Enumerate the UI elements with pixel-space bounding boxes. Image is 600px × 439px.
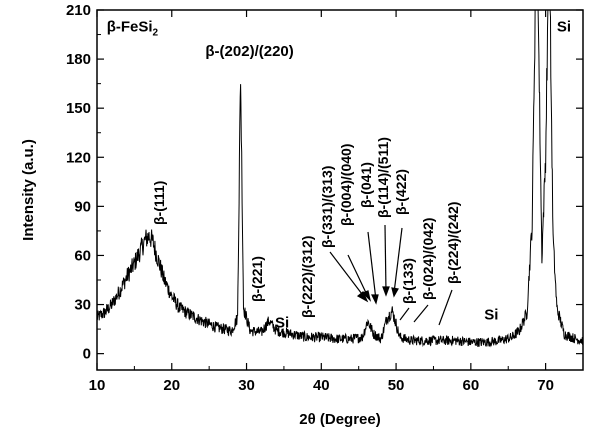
- y-axis-ticks: 0 30 60 90 120 150 180 210: [66, 2, 583, 363]
- annotation-0: β-FeSi2: [107, 18, 159, 38]
- y-tick-label-90: 90: [74, 198, 91, 215]
- series-line-xrd: [96, 9, 584, 348]
- plot-frame: [96, 9, 584, 371]
- y-axis-title: Intensity (a.u.): [20, 139, 37, 241]
- y-tick-label-120: 120: [66, 149, 91, 166]
- x-tick-label-10: 10: [89, 377, 106, 394]
- x-tick-label-50: 50: [388, 377, 405, 394]
- y-tick-label-0: 0: [83, 346, 91, 363]
- x-tick-label-70: 70: [537, 377, 554, 394]
- arrowhead-422: [391, 287, 399, 298]
- arrow-024-042: [413, 304, 429, 323]
- peak-label-041: β-(041): [358, 162, 374, 208]
- peak-label-224-242: β-(224)/(242): [445, 202, 461, 284]
- arrow-331-313: [329, 251, 366, 299]
- arrow-224-242: [438, 289, 453, 326]
- annotation-0-subscript: 2: [153, 27, 159, 38]
- peak-arrows: [329, 224, 453, 326]
- peak-label-222-312: β-(222)/(312): [299, 236, 315, 318]
- arrowhead-114-511: [382, 286, 390, 297]
- y-tick-label-60: 60: [74, 247, 91, 264]
- y-tick-label-30: 30: [74, 297, 91, 314]
- y-tick-label-150: 150: [66, 100, 91, 117]
- arrow-422: [393, 227, 403, 294]
- peak-label-114-511: β-(114)/(511): [375, 137, 391, 218]
- peak-label-111: β-(111): [151, 181, 167, 225]
- peak-label-004-040: β-(004)/(040): [338, 144, 354, 226]
- x-tick-label-20: 20: [163, 377, 180, 394]
- y-tick-label-180: 180: [66, 51, 91, 68]
- arrow-114-511: [384, 224, 387, 293]
- arrow-004-040: [347, 254, 369, 298]
- arrowhead-041: [371, 294, 379, 305]
- annotations: β-FeSi2 β-(202)/(220) Si Si Si: [107, 18, 571, 331]
- peak-label-422: β-(422): [393, 169, 409, 215]
- arrowhead-004-040: [361, 290, 372, 302]
- annotation-1: β-(202)/(220): [205, 43, 293, 60]
- x-tick-label-60: 60: [463, 377, 480, 394]
- peak-label-024-042: β-(024)/(042): [420, 218, 436, 300]
- annotation-4: Si: [275, 314, 289, 331]
- peak-label-331-313: β-(331)/(313): [319, 166, 335, 248]
- peak-label-133: β-(133): [400, 258, 416, 304]
- x-tick-label-30: 30: [238, 377, 255, 394]
- x-axis-title: 2θ (Degree): [299, 411, 380, 428]
- y-tick-label-210: 210: [66, 2, 91, 19]
- arrowhead-331-313: [356, 291, 369, 303]
- x-tick-label-40: 40: [313, 377, 330, 394]
- annotation-3: Si: [484, 306, 498, 323]
- x-axis-ticks: 10 20 30 40 50 60 70: [89, 10, 554, 394]
- annotation-2: Si: [557, 18, 571, 35]
- peak-label-221: β-(221): [249, 256, 265, 302]
- arrow-133: [399, 307, 410, 321]
- arrow-041: [367, 231, 377, 301]
